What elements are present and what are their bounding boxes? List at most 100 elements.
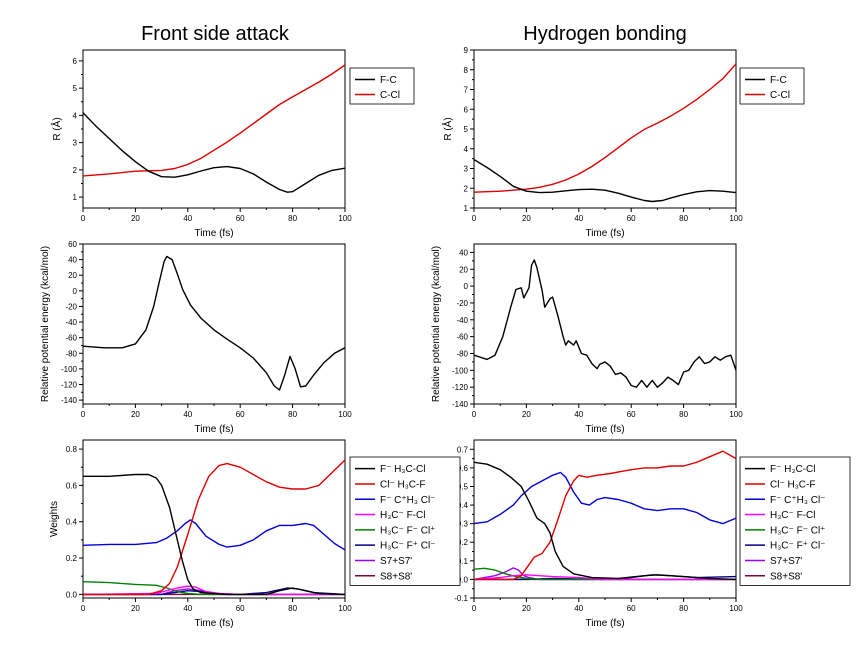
y-tick-label: -40 bbox=[456, 316, 468, 325]
x-tick-label: 80 bbox=[288, 604, 297, 613]
y-tick-label: 0.7 bbox=[457, 445, 469, 454]
series-line-4 bbox=[474, 567, 736, 581]
x-tick-label: 60 bbox=[236, 604, 245, 613]
legend-label: F⁻ C⁺H₃ Cl⁻ bbox=[770, 495, 825, 506]
series-line-1 bbox=[474, 450, 736, 581]
legend-label: H₃C⁻ F-Cl bbox=[380, 510, 425, 521]
x-tick-label: 80 bbox=[679, 410, 688, 419]
x-tick-label: 20 bbox=[131, 410, 140, 419]
legend-label: H₃C⁻ F⁺ Cl⁻ bbox=[380, 541, 435, 552]
x-tick-label: 40 bbox=[574, 214, 583, 223]
x-tick-label: 0 bbox=[81, 410, 86, 419]
y-tick-label: 5 bbox=[464, 125, 469, 134]
legend-box bbox=[739, 67, 805, 105]
y-tick-label: 3 bbox=[73, 139, 78, 148]
series-line-4 bbox=[83, 581, 345, 596]
y-tick-label: -60 bbox=[456, 333, 468, 342]
plot-frame bbox=[473, 439, 737, 599]
y-tick-label: 2 bbox=[464, 184, 469, 193]
legend-label: F-C bbox=[770, 75, 787, 86]
x-tick-label: 20 bbox=[522, 214, 531, 223]
series-line-0 bbox=[83, 255, 345, 391]
x-tick-label: 0 bbox=[472, 214, 477, 223]
y-tick-label: 0.0 bbox=[457, 575, 469, 584]
legend-box bbox=[739, 456, 851, 586]
y-tick-label: 6 bbox=[73, 57, 78, 66]
y-tick-label: 0.6 bbox=[66, 481, 78, 490]
chart-panel-4: 0 20 40 60 80 100 0.0 0.2 0.4 0.6 0.8 Time (fs) Weig… bbox=[49, 439, 352, 629]
y-axis-label: R (Å) bbox=[441, 117, 454, 140]
y-tick-label: -20 bbox=[65, 302, 77, 311]
y-tick-label: 0.1 bbox=[457, 557, 469, 566]
y-tick-label: -80 bbox=[456, 349, 468, 358]
x-tick-label: 40 bbox=[183, 214, 192, 223]
legend-distance-front: F-C C-Cl bbox=[349, 67, 415, 105]
y-tick-label: 60 bbox=[68, 240, 77, 249]
x-tick-label: 40 bbox=[183, 410, 192, 419]
x-axis-label: Time (fs) bbox=[194, 424, 233, 435]
x-tick-label: 60 bbox=[627, 214, 636, 223]
y-tick-label: -140 bbox=[61, 396, 78, 405]
legend-label: S7+S7' bbox=[770, 556, 802, 567]
y-tick-label: 0.3 bbox=[457, 520, 469, 529]
chart-panel-0: 0 20 40 60 80 100 1 2 3 4 5 6 Time (fs) R (Å) bbox=[50, 49, 352, 239]
y-tick-label: 20 bbox=[68, 271, 77, 280]
x-axis-label: Time (fs) bbox=[585, 618, 624, 629]
chart-panel-2: 0 20 40 60 80 100 -140 -120 -100 -80 -60 -40 -20 0 20 4… bbox=[40, 240, 352, 435]
x-tick-label: 0 bbox=[81, 214, 86, 223]
x-tick-label: 100 bbox=[338, 604, 352, 613]
series-line-0 bbox=[474, 461, 736, 581]
y-axis-label: Relative potential energy (kcal/mol) bbox=[40, 246, 51, 402]
x-tick-label: 20 bbox=[131, 214, 140, 223]
y-tick-label: -120 bbox=[452, 383, 469, 392]
chart-panel-5: 0 20 40 60 80 100 -0.1 0.0 0.1 0.2 0.3 0.4 0.5 0.6 0.7… bbox=[440, 439, 743, 629]
y-axis-label: Weights bbox=[49, 501, 60, 537]
y-tick-label: -140 bbox=[452, 400, 469, 409]
legend-label: F⁻ H₃C-Cl bbox=[380, 464, 425, 475]
legend-box bbox=[349, 456, 461, 586]
x-tick-label: 100 bbox=[729, 604, 743, 613]
legend-label: Cl⁻ H₃C-F bbox=[380, 479, 425, 490]
x-tick-label: 0 bbox=[472, 410, 477, 419]
y-tick-label: 1 bbox=[464, 204, 469, 213]
legend-label: H₃C⁻ F-Cl bbox=[770, 510, 815, 521]
x-tick-label: 100 bbox=[338, 410, 352, 419]
y-tick-label: 40 bbox=[68, 256, 77, 265]
x-tick-label: 100 bbox=[729, 214, 743, 223]
y-tick-label: 6 bbox=[464, 105, 469, 114]
y-tick-label: -120 bbox=[61, 380, 78, 389]
legend-label: C-Cl bbox=[380, 90, 400, 101]
y-tick-label: 0.2 bbox=[66, 554, 78, 563]
y-tick-label: 1 bbox=[73, 193, 78, 202]
series-line-2 bbox=[474, 471, 736, 525]
series-line-2 bbox=[83, 519, 345, 551]
x-tick-label: 80 bbox=[288, 410, 297, 419]
y-tick-label: 4 bbox=[73, 111, 78, 120]
chart-panel-3: 0 20 40 60 80 100 -140 -120 -100 -80 -60 -40 -20 0 20 4… bbox=[431, 243, 743, 435]
legend-distance-hbond: F-C C-Cl bbox=[739, 67, 805, 105]
y-tick-label: -0.1 bbox=[454, 594, 468, 603]
x-axis-label: Time (fs) bbox=[585, 424, 624, 435]
y-tick-label: 0 bbox=[73, 287, 78, 296]
legend-label: H₃C⁻ F⁻ Cl⁺ bbox=[770, 525, 825, 536]
x-axis-label: Time (fs) bbox=[194, 618, 233, 629]
series-line-1 bbox=[83, 64, 345, 177]
y-tick-label: 4 bbox=[464, 145, 469, 154]
x-tick-label: 60 bbox=[236, 214, 245, 223]
series-line-3 bbox=[474, 574, 736, 581]
legend-label: H₃C⁻ F⁺ Cl⁻ bbox=[770, 541, 825, 552]
y-tick-label: -60 bbox=[65, 334, 77, 343]
x-tick-label: 80 bbox=[288, 214, 297, 223]
x-tick-label: 100 bbox=[338, 214, 352, 223]
series-line-1 bbox=[474, 63, 736, 193]
y-tick-label: 2 bbox=[73, 166, 78, 175]
x-tick-label: 60 bbox=[627, 604, 636, 613]
x-tick-label: 60 bbox=[236, 410, 245, 419]
series-line-0 bbox=[474, 159, 736, 203]
y-tick-label: -20 bbox=[456, 299, 468, 308]
y-tick-label: -100 bbox=[452, 366, 469, 375]
x-axis-label: Time (fs) bbox=[194, 228, 233, 239]
x-tick-label: 60 bbox=[627, 410, 636, 419]
